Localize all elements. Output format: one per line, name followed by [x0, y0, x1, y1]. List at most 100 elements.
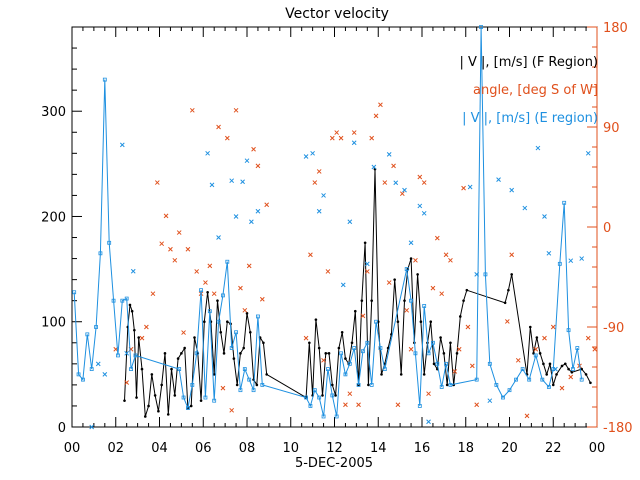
- data-point: [89, 367, 94, 372]
- data-point: [194, 269, 200, 274]
- data-point: [119, 142, 125, 148]
- legend-entry-f-region: | V |, [m/s] (F Region): [459, 55, 598, 70]
- y-right-tick-label: 0: [603, 221, 611, 236]
- data-point: [224, 135, 230, 141]
- x-tick-label: 06: [195, 441, 212, 456]
- x-tick-label: 16: [414, 441, 431, 456]
- data-point: [242, 307, 248, 313]
- y-right-tick-label: 90: [603, 121, 620, 136]
- data-point: [350, 341, 354, 345]
- data-point: [560, 364, 564, 368]
- data-point: [550, 324, 556, 330]
- data-point: [193, 336, 196, 339]
- x-tick-label: 02: [107, 441, 124, 456]
- data-point: [458, 315, 462, 318]
- data-point: [303, 335, 309, 341]
- marker-stroke: [391, 163, 396, 169]
- data-point: [248, 330, 252, 334]
- marker-stroke: [351, 140, 357, 146]
- marker-stroke: [382, 180, 388, 185]
- marker-stroke: [592, 346, 598, 352]
- data-point: [496, 177, 501, 182]
- data-point: [533, 353, 538, 358]
- marker-stroke: [334, 130, 340, 135]
- data-point: [429, 320, 433, 324]
- data-point: [445, 383, 449, 387]
- marker-stroke: [139, 335, 145, 341]
- data-point: [431, 340, 435, 345]
- data-point: [494, 382, 499, 387]
- data-point: [501, 395, 505, 400]
- marker-stroke: [124, 380, 130, 385]
- data-point: [452, 369, 458, 374]
- data-point: [351, 140, 357, 146]
- data-point: [137, 336, 141, 339]
- data-point: [514, 377, 518, 382]
- y-right-tick-label: -180: [603, 421, 633, 436]
- data-point: [533, 346, 539, 352]
- data-point: [102, 372, 108, 377]
- data-point: [479, 25, 483, 29]
- data-point: [356, 402, 361, 408]
- marker-stroke: [399, 191, 405, 197]
- data-point: [124, 380, 130, 385]
- marker-stroke: [229, 407, 235, 413]
- data-point: [579, 377, 584, 382]
- data-point: [150, 373, 154, 376]
- data-point: [373, 113, 379, 119]
- data-point: [546, 250, 552, 256]
- marker-stroke: [312, 180, 318, 185]
- data-point: [374, 319, 378, 324]
- marker-stroke: [542, 335, 547, 341]
- data-point: [444, 361, 448, 366]
- marker-stroke: [216, 235, 221, 240]
- marker-stroke: [124, 350, 130, 356]
- data-point: [422, 373, 426, 376]
- data-point: [540, 377, 545, 382]
- x-axis: 00 02 04 06 08 10 12 14 16 18 20 22 00: [64, 27, 605, 456]
- data-point: [255, 383, 259, 387]
- marker-stroke: [469, 363, 475, 369]
- series-0: [123, 167, 592, 418]
- marker-stroke: [550, 324, 556, 330]
- data-point: [312, 180, 318, 185]
- data-point: [515, 357, 521, 363]
- marker-stroke: [515, 357, 521, 363]
- data-point: [310, 150, 315, 156]
- data-point: [455, 352, 459, 355]
- marker-stroke: [343, 402, 348, 408]
- data-point: [367, 383, 370, 387]
- data-point: [442, 352, 446, 355]
- marker-stroke: [329, 135, 335, 141]
- marker-stroke: [426, 391, 431, 397]
- data-point: [487, 361, 492, 366]
- data-point: [557, 261, 562, 266]
- data-point: [181, 330, 186, 335]
- data-point: [120, 298, 125, 303]
- data-point: [467, 184, 473, 190]
- marker-stroke: [316, 169, 322, 174]
- data-point: [535, 145, 541, 151]
- data-point: [548, 362, 552, 366]
- marker-stroke: [461, 185, 466, 191]
- data-point: [434, 235, 440, 241]
- y-left-tick-label: 200: [41, 210, 66, 225]
- data-point: [503, 301, 507, 305]
- data-point: [585, 335, 591, 341]
- data-point: [343, 372, 348, 377]
- marker-stroke: [347, 391, 353, 397]
- data-point: [580, 367, 583, 371]
- data-point: [153, 394, 157, 397]
- data-point: [207, 263, 213, 269]
- data-point: [340, 282, 346, 288]
- data-point: [303, 154, 309, 159]
- data-point: [448, 382, 453, 387]
- marker-stroke: [207, 263, 213, 269]
- data-point: [408, 240, 414, 246]
- x-tick-label: 14: [370, 441, 387, 456]
- data-point: [139, 335, 145, 341]
- x-tick-label: 22: [545, 441, 562, 456]
- marker-stroke: [393, 180, 399, 186]
- marker-stroke: [224, 135, 230, 141]
- data-point: [439, 291, 445, 297]
